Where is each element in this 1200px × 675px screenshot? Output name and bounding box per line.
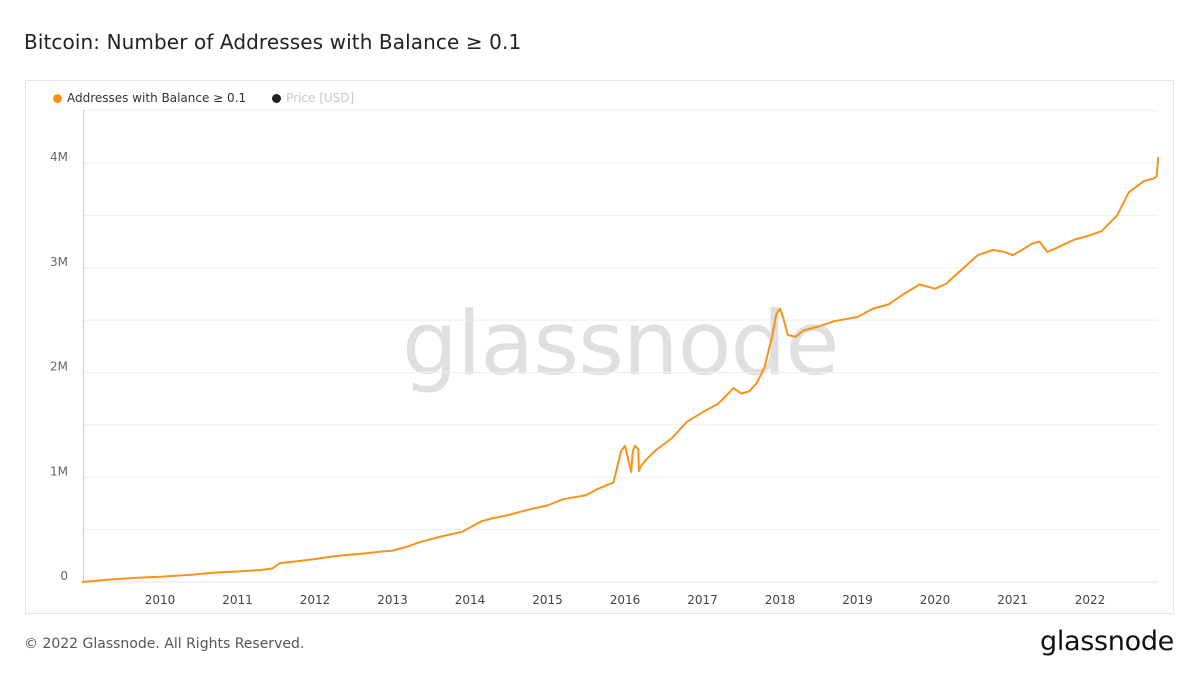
chart-panel (25, 80, 1174, 614)
legend-dot-orange (53, 93, 62, 103)
legend-label-price: Price [USD] (286, 91, 355, 105)
legend-item-price[interactable]: Price [USD] (272, 91, 354, 105)
x-tick-label: 2011 (222, 593, 253, 607)
y-tick-label: 2M (50, 360, 68, 374)
series-line-addresses (81, 156, 1160, 583)
x-tick-label: 2012 (300, 593, 331, 607)
x-tick-label: 2022 (1075, 593, 1106, 607)
x-tick-label: 2021 (997, 593, 1028, 607)
x-tick-label: 2019 (842, 593, 873, 607)
y-tick-label: 4M (50, 150, 68, 164)
x-tick-label: 2015 (532, 593, 563, 607)
legend-item-addresses[interactable]: Addresses with Balance ≥ 0.1 (53, 91, 246, 105)
x-tick-label: 2018 (765, 593, 796, 607)
x-tick-label: 2014 (455, 593, 486, 607)
copyright-text: © 2022 Glassnode. All Rights Reserved. (24, 636, 305, 652)
x-tick-label: 2017 (687, 593, 718, 607)
x-tick-label: 2020 (920, 593, 951, 607)
x-tick-label: 2013 (377, 593, 408, 607)
x-tick-label: 2016 (610, 593, 641, 607)
y-tick-label: 3M (50, 255, 68, 269)
y-tick-label: 1M (50, 464, 68, 478)
legend-dot-black (272, 93, 282, 103)
y-tick-label: 0 (60, 569, 68, 583)
chart-legend: Addresses with Balance ≥ 0.1 Price [USD] (53, 91, 354, 105)
chart-title: Bitcoin: Number of Addresses with Balanc… (24, 30, 522, 54)
legend-label-addresses: Addresses with Balance ≥ 0.1 (67, 91, 247, 105)
x-tick-label: 2010 (145, 593, 176, 607)
glassnode-logo: glassnode (1039, 626, 1174, 657)
